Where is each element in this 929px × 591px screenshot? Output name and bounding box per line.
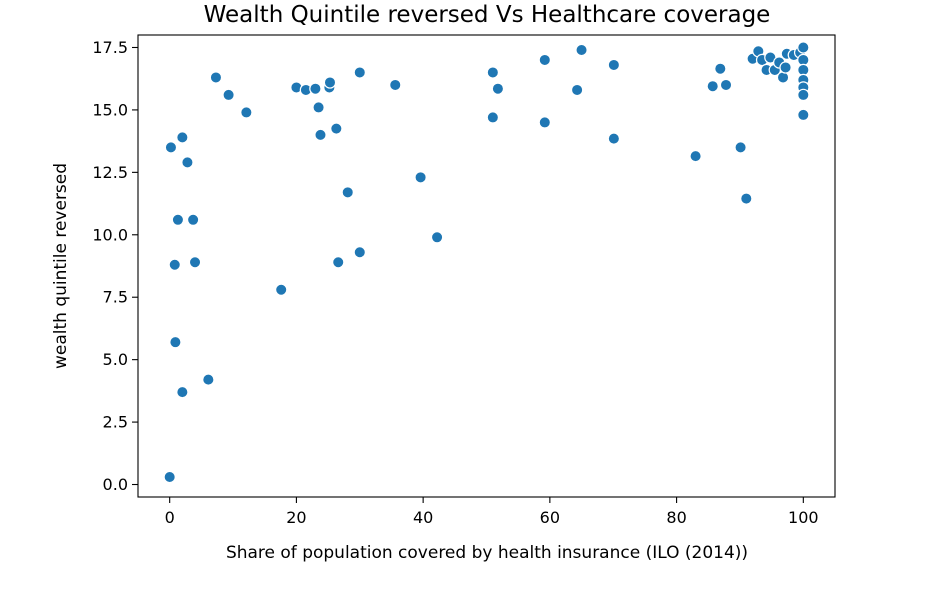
scatter-point [719,78,733,92]
scatter-point [341,186,354,199]
y-tick-label: 15.0 [92,100,128,119]
scatter-point [689,149,702,163]
scatter-point [570,83,584,97]
scatter-point [797,88,810,102]
scatter-point [486,111,500,124]
x-tick-label: 100 [788,508,819,527]
scatter-point [202,373,215,386]
scatter-point [163,470,176,484]
scatter-point [389,78,402,92]
scatter-point [607,58,621,72]
x-tick-label: 0 [165,508,175,527]
scatter-point [776,71,790,84]
y-tick-label: 12.5 [92,163,128,182]
scatter-point [275,283,288,296]
scatter-point [188,256,202,269]
y-axis-label: wealth quintile reversed [51,163,71,369]
scatter-point [171,213,185,226]
scatter-point [414,171,427,184]
scatter-point [314,128,327,142]
scatter-point [332,256,345,269]
scatter-point [706,79,719,93]
scatter-point [186,213,200,226]
scatter-point [240,106,253,119]
scatter-point [779,61,792,74]
scatter-point [209,71,223,84]
scatter-point [309,82,322,95]
scatter-point [734,141,747,154]
scatter-point [176,131,189,144]
y-tick-label: 5.0 [103,350,128,369]
scatter-point [486,66,500,79]
scatter-point [575,43,588,57]
scatter-point [353,246,366,259]
scatter-point [222,88,235,102]
scatter-point [164,141,178,154]
scatter-point [330,122,343,135]
y-axis: 0.0 2.5 5.0 7.5 10.0 12.5 15.0 17.5 [92,38,138,494]
y-tick-label: 17.5 [92,38,128,57]
scatter-point [538,53,551,67]
x-axis: 0 20 40 60 80 100 [165,497,819,527]
scatter-point [312,101,325,114]
scatter-point [607,132,621,145]
scatter-point [181,156,194,169]
scatter-point [176,385,189,399]
scatter-point [714,62,727,75]
scatter-point [538,116,551,129]
x-axis-label: Share of population covered by health in… [226,543,748,563]
scatter-point [353,66,366,79]
scatter-point [797,41,810,54]
y-tick-label: 10.0 [92,225,128,244]
chart-title: Wealth Quintile reversed Vs Healthcare c… [204,2,771,28]
scatter-points [163,41,810,484]
scatter-point [740,192,753,205]
scatter-point [323,76,337,89]
y-tick-label: 2.5 [103,413,128,432]
y-tick-label: 7.5 [103,288,128,307]
plot-area [137,34,836,498]
x-tick-label: 40 [413,508,433,527]
scatter-point [491,82,505,95]
y-tick-label: 0.0 [103,475,128,494]
x-tick-label: 20 [286,508,306,527]
scatter-point [430,231,444,244]
scatter-point [168,258,181,271]
scatter-point [797,108,810,122]
x-tick-label: 60 [540,508,560,527]
x-tick-label: 80 [666,508,686,527]
scatter-point [169,335,182,349]
